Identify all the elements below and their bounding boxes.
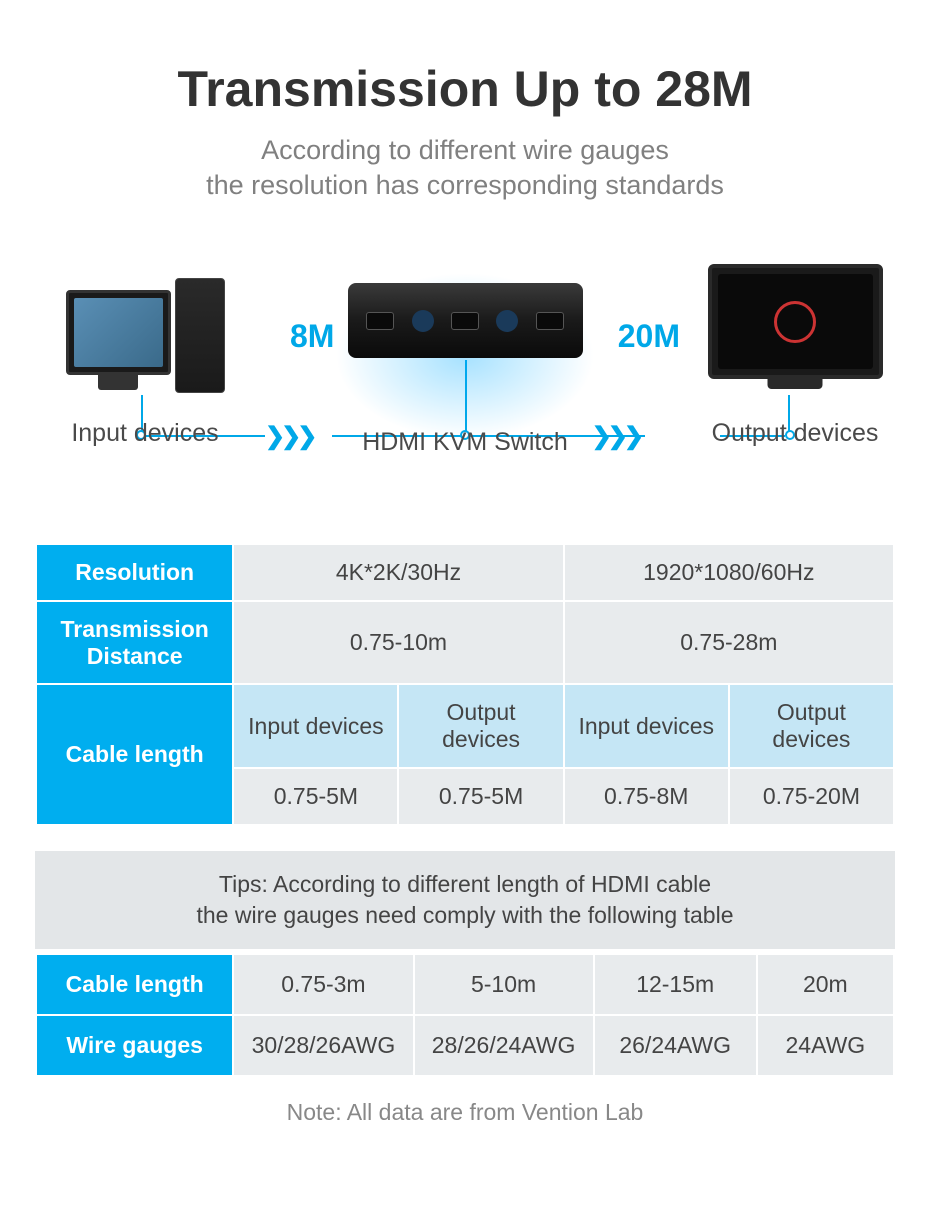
sub-output-1: Output devices [398,684,563,768]
arrows-left-icon: ❯❯❯ [265,422,313,451]
cell-res-1080: 1920*1080/60Hz [564,544,894,601]
len-2: 12-15m [594,954,757,1015]
spec-table: Resolution 4K*2K/30Hz 1920*1080/60Hz Tra… [35,543,895,826]
th2-wire-gauges: Wire gauges [36,1015,233,1076]
gauge-3: 24AWG [757,1015,894,1076]
gauge-0: 30/28/26AWG [233,1015,413,1076]
sub-input-1: Input devices [233,684,398,768]
output-device: Output devices [700,271,890,448]
gauge-2: 26/24AWG [594,1015,757,1076]
footnote: Note: All data are from Vention Lab [35,1099,895,1126]
tips-box: Tips: According to different length of H… [35,851,895,949]
cell-dist-28m: 0.75-28m [564,601,894,684]
sub-input-2: Input devices [564,684,729,768]
sub-output-2: Output devices [729,684,894,768]
cable-in-8m: 0.75-8M [564,768,729,825]
input-device: Input devices [45,263,245,448]
th2-cable-length: Cable length [36,954,233,1015]
cable-out-5m: 0.75-5M [398,768,563,825]
transmission-diagram: ❯❯❯ ❯❯❯ 8M 20M Input devices HDMI KVM Sw… [35,263,895,513]
subtitle-line1: According to different wire gauges [261,135,669,165]
tips-line2: the wire gauges need comply with the fol… [197,902,734,928]
arrows-right-icon: ❯❯❯ [592,422,640,451]
cable-in-5m: 0.75-5M [233,768,398,825]
cell-res-4k: 4K*2K/30Hz [233,544,563,601]
kvm-box-icon [348,283,583,358]
output-label: Output devices [700,419,890,448]
th-distance: TransmissionDistance [36,601,233,684]
len-3: 20m [757,954,894,1015]
tips-line1: Tips: According to different length of H… [219,871,711,897]
kvm-switch: HDMI KVM Switch [345,273,585,457]
wire-gauge-table: Cable length 0.75-3m 5-10m 12-15m 20m Wi… [35,953,895,1077]
len-0: 0.75-3m [233,954,413,1015]
gauge-1: 28/26/24AWG [414,1015,594,1076]
len-1: 5-10m [414,954,594,1015]
page-title: Transmission Up to 28M [35,60,895,118]
distance-right: 20M [618,318,680,355]
input-label: Input devices [45,419,245,448]
cell-dist-10m: 0.75-10m [233,601,563,684]
subtitle: According to different wire gauges the r… [35,133,895,203]
pc-monitor-icon [66,290,171,375]
th-cable-length: Cable length [36,684,233,825]
th-resolution: Resolution [36,544,233,601]
subtitle-line2: the resolution has corresponding standar… [206,170,724,200]
pc-tower-icon [175,278,225,393]
cable-out-20m: 0.75-20M [729,768,894,825]
output-monitor-icon [708,264,883,379]
